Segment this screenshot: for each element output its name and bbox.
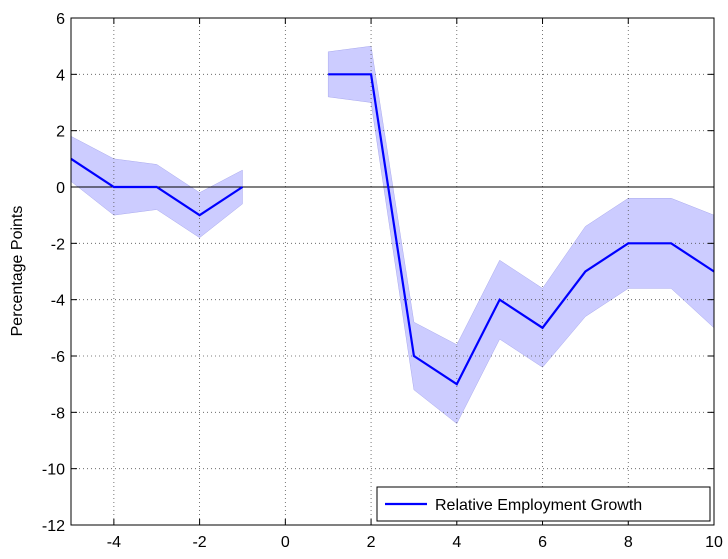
y-axis-label: Percentage Points <box>9 206 26 337</box>
y-tick-label: -6 <box>51 349 65 366</box>
x-tick-label: 2 <box>367 534 376 551</box>
y-tick-label: 6 <box>56 11 65 28</box>
x-tick-label: 0 <box>281 534 290 551</box>
y-tick-label: -8 <box>51 405 65 422</box>
y-tick-label: -4 <box>51 293 65 310</box>
y-tick-label: -12 <box>42 518 65 535</box>
y-tick-label: -2 <box>51 236 65 253</box>
x-tick-label: -2 <box>192 534 206 551</box>
plot-frame <box>70 17 715 526</box>
legend-box <box>376 486 711 522</box>
y-tick-label: 2 <box>56 124 65 141</box>
x-tick-label: 10 <box>705 534 723 551</box>
x-tick-label: 6 <box>538 534 547 551</box>
legend-label: Relative Employment Growth <box>435 497 642 514</box>
x-tick-label: -4 <box>107 534 121 551</box>
series-line <box>70 73 715 386</box>
x-tick-label: 8 <box>624 534 633 551</box>
y-tick-label: 0 <box>56 180 65 197</box>
y-tick-label: 4 <box>56 67 65 84</box>
x-tick-label: 4 <box>452 534 461 551</box>
y-tick-label: -10 <box>42 462 65 479</box>
